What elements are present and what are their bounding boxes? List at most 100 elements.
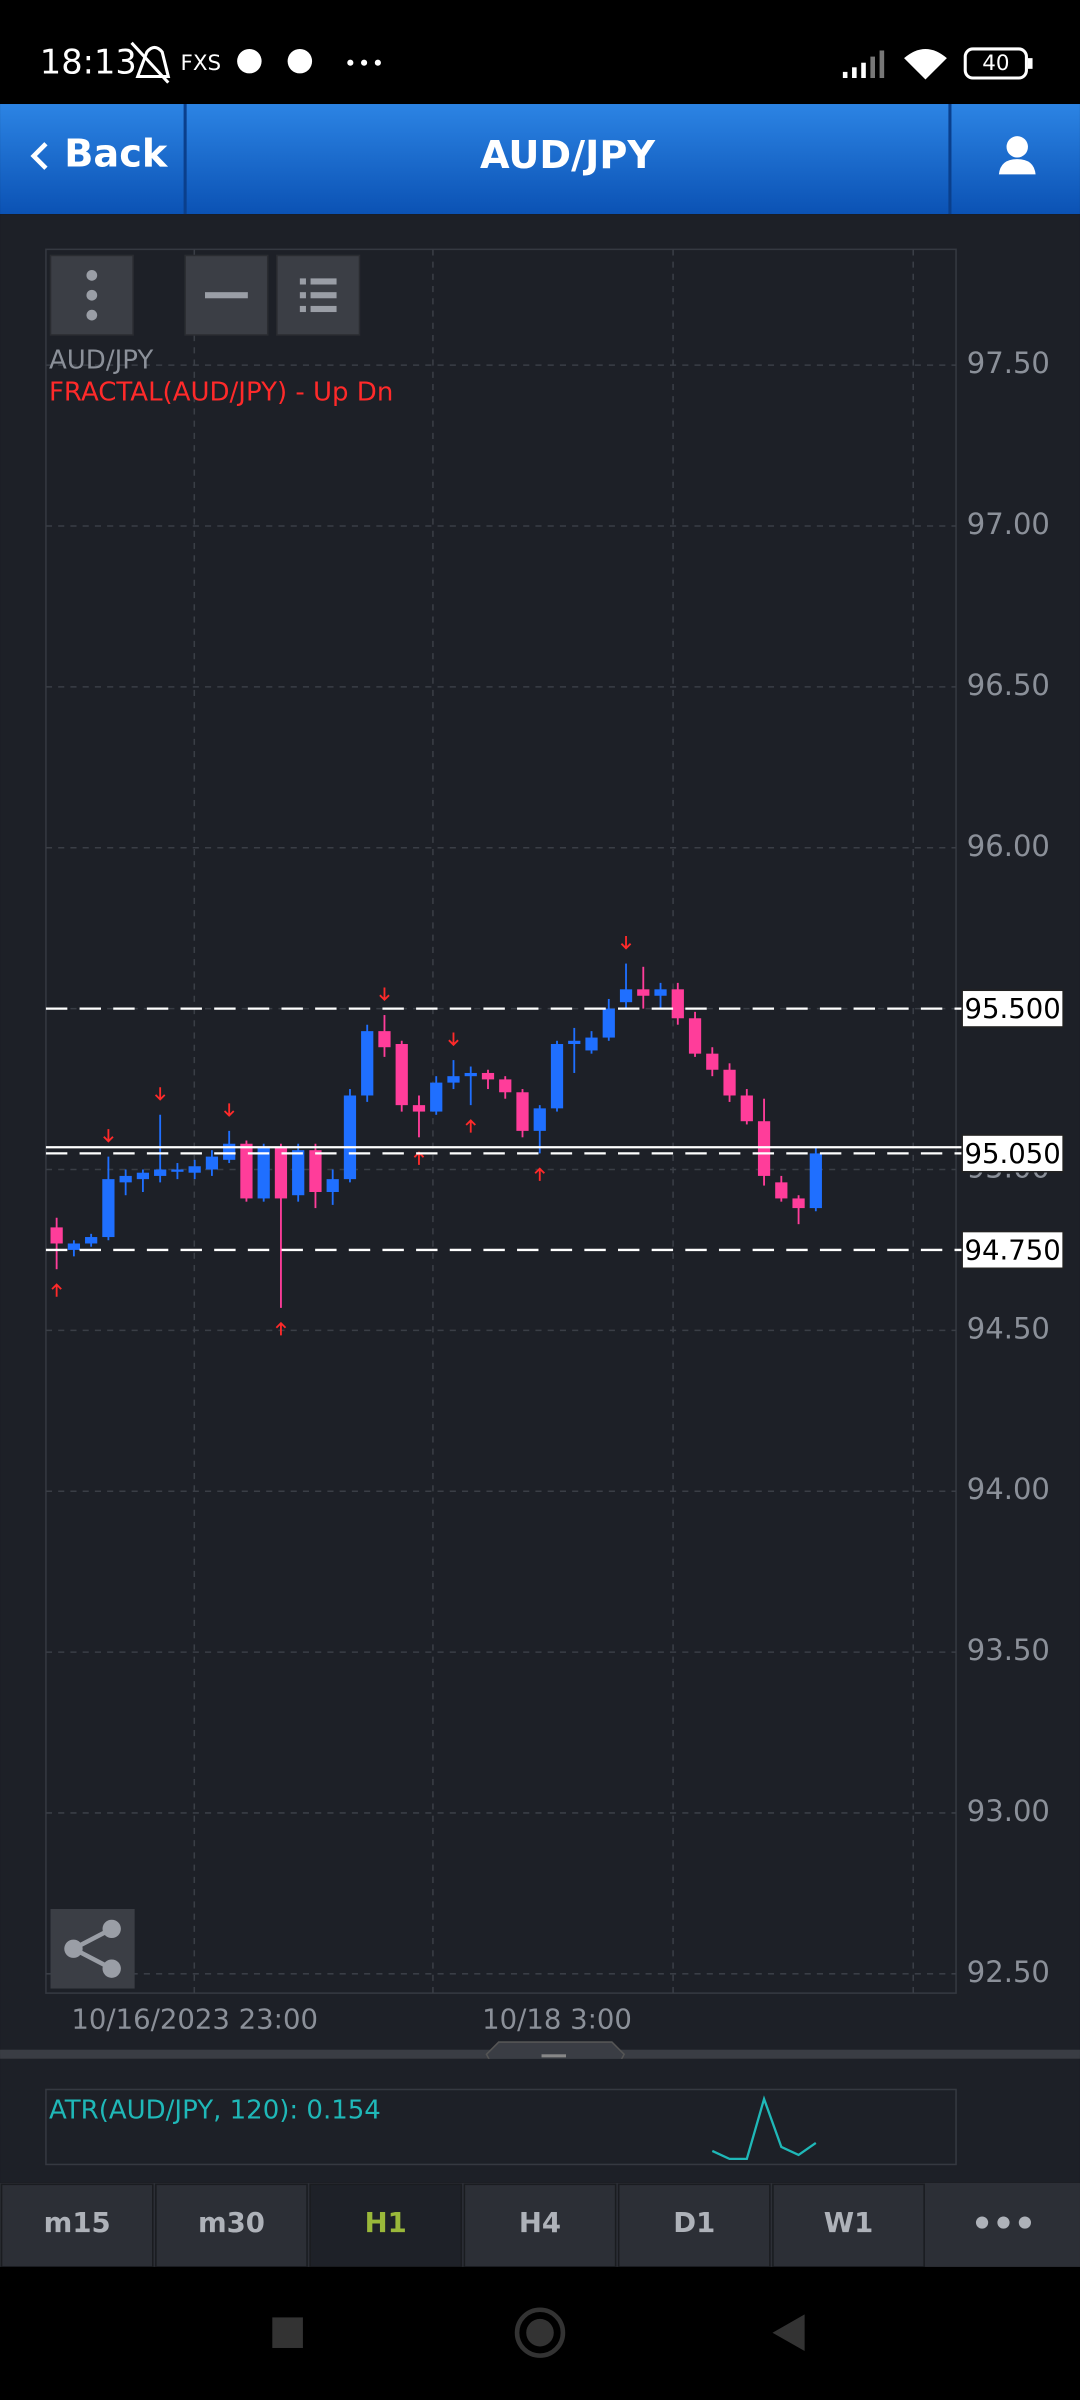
- status-bar: [0, 0, 1080, 105]
- tab-label[interactable]: D1: [673, 2207, 715, 2239]
- list-button[interactable]: [276, 254, 361, 336]
- notification-icons: [237, 48, 381, 74]
- candle-body: [136, 1172, 150, 1180]
- candle-body: [412, 1105, 426, 1112]
- fractal-up: [275, 1321, 287, 1336]
- candle-body: [637, 989, 650, 996]
- candle-body: [430, 1082, 443, 1112]
- candle-body: [671, 989, 684, 1019]
- indicator-label: FRACTAL(AUD/JPY) - Up Dn: [49, 378, 393, 408]
- tab-label[interactable]: m30: [198, 2207, 265, 2239]
- mute-icon: [130, 41, 171, 84]
- back-label[interactable]: Back: [64, 133, 169, 177]
- candle-body: [516, 1092, 529, 1131]
- menu-button[interactable]: [49, 254, 134, 336]
- atr-label: ATR(AUD/JPY, 120): 0.154: [49, 2095, 381, 2125]
- y-tick-label: 92.50: [967, 1955, 1050, 1989]
- y-tick-label: 93.00: [967, 1794, 1050, 1828]
- y-tick-label: 93.50: [967, 1633, 1050, 1667]
- fractal-down: [103, 1129, 114, 1143]
- candle-body: [154, 1169, 167, 1176]
- fractal-down: [448, 1032, 459, 1047]
- candle-body: [343, 1095, 357, 1180]
- home-button[interactable]: [514, 2307, 566, 2358]
- plot: 92.5093.0093.5094.0094.5095.0095.5096.00…: [45, 346, 1064, 2036]
- tab[interactable]: [155, 2183, 308, 2268]
- candle-body: [585, 1037, 598, 1051]
- candle-body: [257, 1146, 270, 1199]
- tab[interactable]: [617, 2183, 771, 2268]
- candle-body: [533, 1108, 546, 1131]
- y-tick-label: 94.50: [967, 1311, 1050, 1345]
- candle-body: [361, 1031, 374, 1096]
- y-tick-label: 94.00: [967, 1472, 1050, 1506]
- fractal-down: [620, 936, 632, 950]
- back-nav-button[interactable]: [772, 2314, 805, 2352]
- signal-icon: [842, 50, 885, 79]
- price-level-label: 94.750: [965, 1234, 1061, 1266]
- tab[interactable]: [463, 2183, 617, 2268]
- candle-body: [188, 1166, 201, 1173]
- fractal-up: [534, 1167, 545, 1181]
- price-level-box: [961, 1230, 1064, 1270]
- candle-body: [619, 989, 633, 1003]
- price-level-label: 95.500: [965, 993, 1061, 1025]
- more-tab[interactable]: [925, 2184, 1080, 2267]
- fractal-up: [465, 1119, 476, 1133]
- share-button[interactable]: [50, 1908, 135, 1989]
- carrier: FXS: [181, 51, 222, 76]
- plot-frame: [45, 248, 957, 1994]
- tab[interactable]: [772, 2183, 925, 2268]
- back-button[interactable]: Back: [30, 133, 169, 177]
- header: [0, 104, 1080, 215]
- battery-level: 40: [982, 51, 1009, 76]
- candle-body: [688, 1018, 702, 1054]
- candle-body: [499, 1079, 512, 1093]
- time-grid: [193, 249, 914, 1994]
- tab-label[interactable]: m15: [44, 2207, 111, 2239]
- candle-body: [464, 1072, 477, 1077]
- candle-body: [792, 1198, 805, 1209]
- atr-frame: [45, 2088, 957, 2166]
- candle-body: [757, 1121, 771, 1176]
- candle-body: [326, 1179, 339, 1193]
- candle-body: [240, 1143, 253, 1199]
- candle-body: [481, 1072, 495, 1080]
- candle-body: [292, 1150, 305, 1196]
- wifi-icon: [904, 48, 947, 80]
- candle-body: [775, 1182, 788, 1199]
- candle-body: [550, 1044, 564, 1109]
- battery: [963, 47, 1028, 80]
- candle-body: [654, 989, 667, 996]
- candle-body: [50, 1227, 63, 1244]
- tab-label[interactable]: H4: [519, 2207, 561, 2239]
- symbol-label: AUD/JPY: [49, 345, 153, 375]
- battery-tip: [1027, 58, 1033, 69]
- candle-body: [378, 1031, 391, 1048]
- fractal-down: [223, 1103, 235, 1117]
- candle-body: [67, 1243, 81, 1250]
- line-tool-button[interactable]: [184, 254, 269, 336]
- tab[interactable]: [309, 2183, 463, 2268]
- account-button[interactable]: [998, 136, 1036, 175]
- atr-pane: [0, 2058, 1080, 2183]
- recents-button[interactable]: [272, 2317, 303, 2348]
- x-tick-label: 10/16/2023 23:00: [71, 2004, 318, 2036]
- candle-body: [602, 1008, 615, 1038]
- candle-body: [447, 1076, 460, 1083]
- candle-body: [274, 1146, 288, 1199]
- tab[interactable]: [0, 2183, 154, 2268]
- candle-body: [102, 1179, 115, 1238]
- price-level-label: 95.050: [965, 1138, 1061, 1170]
- candle-body: [205, 1156, 219, 1170]
- tab-label[interactable]: H1: [365, 2207, 407, 2239]
- candle-body: [740, 1095, 753, 1122]
- candle-body: [706, 1053, 719, 1070]
- y-tick-label: 96.50: [967, 668, 1050, 702]
- price-level-box: [961, 1134, 1064, 1173]
- atr-line: [711, 2095, 817, 2161]
- candle-body: [119, 1175, 132, 1183]
- candle-body: [85, 1237, 98, 1244]
- tab-label[interactable]: W1: [824, 2207, 874, 2239]
